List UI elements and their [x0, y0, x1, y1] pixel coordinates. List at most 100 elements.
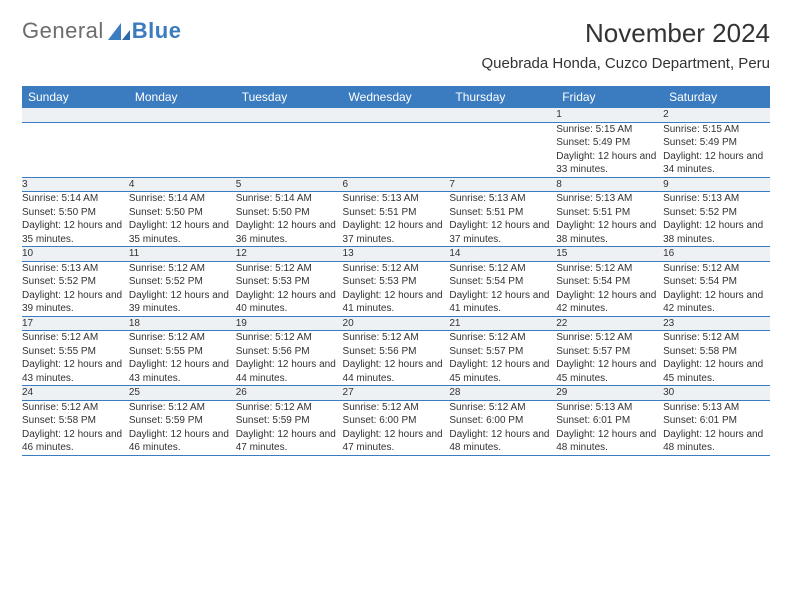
daylight-line: Daylight: 12 hours and 42 minutes.	[663, 289, 770, 316]
sunset-line: Sunset: 5:58 PM	[663, 345, 770, 359]
sunset-line: Sunset: 6:00 PM	[343, 414, 450, 428]
sunrise-line: Sunrise: 5:13 AM	[449, 192, 556, 206]
sunset-line: Sunset: 6:01 PM	[556, 414, 663, 428]
weekday-header: Friday	[556, 86, 663, 108]
daylight-line: Daylight: 12 hours and 41 minutes.	[343, 289, 450, 316]
daylight-line: Daylight: 12 hours and 35 minutes.	[129, 219, 236, 246]
sunrise-line: Sunrise: 5:12 AM	[449, 331, 556, 345]
daylight-line: Daylight: 12 hours and 36 minutes.	[236, 219, 343, 246]
day-number-cell: 9	[663, 177, 770, 192]
day-number-cell: 18	[129, 316, 236, 331]
day-info-cell: Sunrise: 5:12 AMSunset: 5:58 PMDaylight:…	[22, 400, 129, 455]
daylight-line: Daylight: 12 hours and 44 minutes.	[343, 358, 450, 385]
sunset-line: Sunset: 5:53 PM	[236, 275, 343, 289]
day-info-row: Sunrise: 5:14 AMSunset: 5:50 PMDaylight:…	[22, 192, 770, 247]
daylight-line: Daylight: 12 hours and 38 minutes.	[556, 219, 663, 246]
daylight-line: Daylight: 12 hours and 43 minutes.	[22, 358, 129, 385]
day-info-cell: Sunrise: 5:12 AMSunset: 5:52 PMDaylight:…	[129, 261, 236, 316]
day-info-cell: Sunrise: 5:12 AMSunset: 5:54 PMDaylight:…	[449, 261, 556, 316]
day-info-cell	[343, 122, 450, 177]
day-number-cell: 4	[129, 177, 236, 192]
day-number-cell: 1	[556, 108, 663, 122]
brand-logo: General Blue	[22, 18, 181, 44]
sunset-line: Sunset: 5:52 PM	[22, 275, 129, 289]
sunrise-line: Sunrise: 5:13 AM	[663, 401, 770, 415]
logo-sail-icon	[108, 23, 130, 41]
daylight-line: Daylight: 12 hours and 45 minutes.	[556, 358, 663, 385]
day-number-cell: 28	[449, 386, 556, 401]
day-info-cell: Sunrise: 5:12 AMSunset: 5:59 PMDaylight:…	[236, 400, 343, 455]
day-number-cell: 2	[663, 108, 770, 122]
sunset-line: Sunset: 5:49 PM	[556, 136, 663, 150]
day-number-cell: 6	[343, 177, 450, 192]
weekday-header: Saturday	[663, 86, 770, 108]
sunset-line: Sunset: 5:58 PM	[22, 414, 129, 428]
weekday-header: Sunday	[22, 86, 129, 108]
sunset-line: Sunset: 5:51 PM	[343, 206, 450, 220]
sunset-line: Sunset: 5:50 PM	[236, 206, 343, 220]
day-info-cell: Sunrise: 5:12 AMSunset: 6:00 PMDaylight:…	[449, 400, 556, 455]
day-number-cell: 29	[556, 386, 663, 401]
daylight-line: Daylight: 12 hours and 45 minutes.	[449, 358, 556, 385]
day-number-cell: 22	[556, 316, 663, 331]
weekday-header: Monday	[129, 86, 236, 108]
day-info-cell	[449, 122, 556, 177]
sunrise-line: Sunrise: 5:13 AM	[343, 192, 450, 206]
sunset-line: Sunset: 5:54 PM	[556, 275, 663, 289]
day-info-cell	[236, 122, 343, 177]
day-number-cell	[343, 108, 450, 122]
sunset-line: Sunset: 5:51 PM	[449, 206, 556, 220]
sunrise-line: Sunrise: 5:12 AM	[556, 331, 663, 345]
sunset-line: Sunset: 5:56 PM	[343, 345, 450, 359]
day-info-cell	[129, 122, 236, 177]
day-number-cell	[22, 108, 129, 122]
sunrise-line: Sunrise: 5:12 AM	[236, 401, 343, 415]
weekday-header: Thursday	[449, 86, 556, 108]
day-info-cell: Sunrise: 5:13 AMSunset: 6:01 PMDaylight:…	[556, 400, 663, 455]
daylight-line: Daylight: 12 hours and 39 minutes.	[22, 289, 129, 316]
daylight-line: Daylight: 12 hours and 48 minutes.	[449, 428, 556, 455]
day-info-cell: Sunrise: 5:13 AMSunset: 6:01 PMDaylight:…	[663, 400, 770, 455]
sunrise-line: Sunrise: 5:13 AM	[663, 192, 770, 206]
sunrise-line: Sunrise: 5:12 AM	[343, 401, 450, 415]
sunset-line: Sunset: 5:52 PM	[129, 275, 236, 289]
daylight-line: Daylight: 12 hours and 34 minutes.	[663, 150, 770, 177]
sunset-line: Sunset: 6:00 PM	[449, 414, 556, 428]
day-number-cell: 16	[663, 247, 770, 262]
daylight-line: Daylight: 12 hours and 47 minutes.	[343, 428, 450, 455]
sunrise-line: Sunrise: 5:12 AM	[22, 331, 129, 345]
sunset-line: Sunset: 5:52 PM	[663, 206, 770, 220]
sunrise-line: Sunrise: 5:14 AM	[129, 192, 236, 206]
sunrise-line: Sunrise: 5:12 AM	[556, 262, 663, 276]
day-info-cell: Sunrise: 5:14 AMSunset: 5:50 PMDaylight:…	[129, 192, 236, 247]
day-number-cell: 23	[663, 316, 770, 331]
day-number-cell: 24	[22, 386, 129, 401]
weekday-header-row: Sunday Monday Tuesday Wednesday Thursday…	[22, 86, 770, 108]
day-info-row: Sunrise: 5:12 AMSunset: 5:55 PMDaylight:…	[22, 331, 770, 386]
sunset-line: Sunset: 5:59 PM	[236, 414, 343, 428]
day-number-cell: 11	[129, 247, 236, 262]
day-info-cell: Sunrise: 5:13 AMSunset: 5:52 PMDaylight:…	[22, 261, 129, 316]
daylight-line: Daylight: 12 hours and 37 minutes.	[343, 219, 450, 246]
sunset-line: Sunset: 5:57 PM	[449, 345, 556, 359]
sunrise-line: Sunrise: 5:12 AM	[22, 401, 129, 415]
sunset-line: Sunset: 5:54 PM	[449, 275, 556, 289]
topbar: General Blue November 2024 Quebrada Hond…	[22, 18, 770, 72]
page: General Blue November 2024 Quebrada Hond…	[0, 0, 792, 612]
weekday-header: Tuesday	[236, 86, 343, 108]
daylight-line: Daylight: 12 hours and 46 minutes.	[22, 428, 129, 455]
day-info-cell: Sunrise: 5:13 AMSunset: 5:52 PMDaylight:…	[663, 192, 770, 247]
daylight-line: Daylight: 12 hours and 47 minutes.	[236, 428, 343, 455]
sunset-line: Sunset: 5:51 PM	[556, 206, 663, 220]
day-number-row: 3456789	[22, 177, 770, 192]
day-number-cell	[449, 108, 556, 122]
daylight-line: Daylight: 12 hours and 46 minutes.	[129, 428, 236, 455]
daylight-line: Daylight: 12 hours and 43 minutes.	[129, 358, 236, 385]
day-number-cell: 26	[236, 386, 343, 401]
sunrise-line: Sunrise: 5:12 AM	[236, 331, 343, 345]
day-info-cell: Sunrise: 5:12 AMSunset: 5:56 PMDaylight:…	[236, 331, 343, 386]
day-info-cell: Sunrise: 5:12 AMSunset: 5:54 PMDaylight:…	[556, 261, 663, 316]
day-number-cell: 27	[343, 386, 450, 401]
day-number-cell: 20	[343, 316, 450, 331]
daylight-line: Daylight: 12 hours and 40 minutes.	[236, 289, 343, 316]
